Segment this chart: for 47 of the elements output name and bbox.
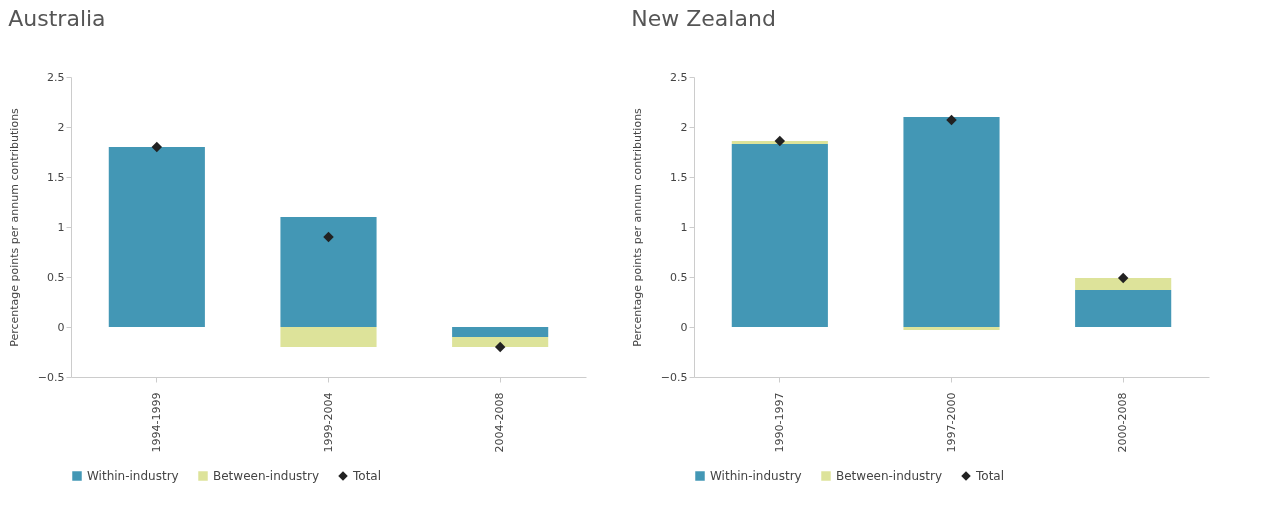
bar: [280, 217, 377, 327]
y-tick-label: −0.5: [660, 370, 688, 384]
y-tick-label: 0: [680, 320, 688, 334]
x-tick-label: 2004-2008: [493, 392, 507, 453]
y-tick-label: 0: [57, 320, 65, 334]
legend-label: Between-industry: [213, 469, 319, 483]
y-tick-label: 2: [680, 120, 688, 134]
y-tick-label: 1.5: [47, 170, 65, 184]
point: [1117, 272, 1129, 284]
y-tick-label: 1: [57, 220, 65, 234]
bar: [280, 327, 377, 347]
point: [151, 141, 163, 153]
bar: [108, 147, 205, 327]
x-tick-label: 2000-2008: [1116, 392, 1130, 453]
bar: [1075, 278, 1172, 290]
y-tick-label: 2.5: [670, 70, 688, 84]
x-tick-label: 1999-2004: [321, 392, 335, 453]
bar: [452, 327, 549, 337]
point: [494, 341, 506, 353]
bar: [731, 144, 828, 327]
bar: [903, 117, 1000, 327]
point: [946, 114, 957, 126]
bar: [731, 141, 828, 144]
legend-label: Within-industry: [87, 469, 179, 483]
bar: [903, 327, 1000, 330]
y-tick-label: −0.5: [37, 370, 65, 384]
chart-title: New Zealand: [631, 6, 776, 31]
y-tick-label: 2: [57, 120, 65, 134]
y-tick-label: 0.5: [670, 270, 688, 284]
chart-title: Australia: [8, 6, 106, 31]
y-axis-title: Percentage points per annum contributions: [630, 107, 644, 347]
bar: [1075, 290, 1172, 327]
legend-label: Total: [352, 469, 382, 483]
legend-label: Total: [975, 469, 1005, 483]
point: [323, 231, 334, 243]
x-tick-label: 1994-1999: [149, 392, 163, 453]
y-tick-label: 2.5: [47, 70, 65, 84]
bar: [452, 337, 549, 347]
x-tick-label: 1997-2000: [944, 392, 958, 453]
legend-label: Within-industry: [710, 469, 802, 483]
legend-label: Between-industry: [836, 469, 942, 483]
point: [774, 135, 786, 147]
y-tick-label: 0.5: [47, 270, 65, 284]
y-axis-title: Percentage points per annum contributions: [7, 107, 21, 347]
y-tick-label: 1.5: [670, 170, 688, 184]
y-tick-label: 1: [680, 220, 688, 234]
x-tick-label: 1990-1997: [772, 392, 786, 453]
